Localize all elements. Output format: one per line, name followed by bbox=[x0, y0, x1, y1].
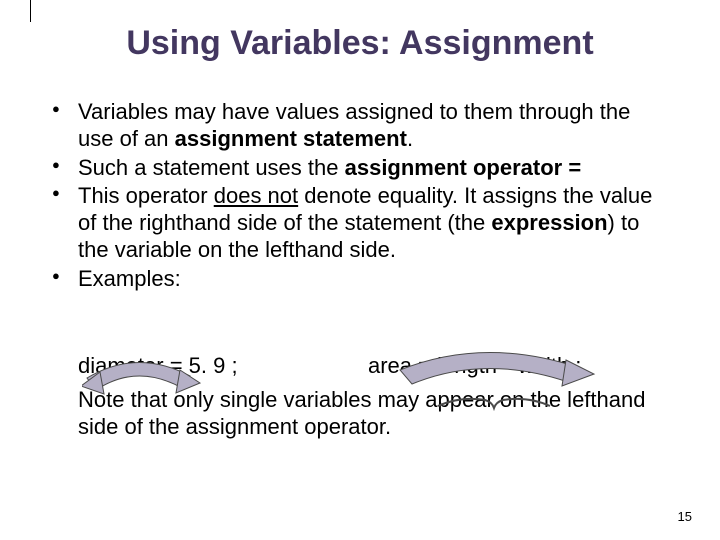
bullet-4: Examples: bbox=[50, 266, 670, 293]
bullet-3-bold: expression bbox=[491, 210, 607, 235]
bullet-3-underline: does not bbox=[214, 183, 298, 208]
bullet-3: This operator does not denote equality. … bbox=[50, 183, 670, 263]
example-right: area = length * width ; bbox=[368, 353, 670, 379]
bullet-1-text-c: . bbox=[407, 126, 413, 151]
bullet-1: Variables may have values assigned to th… bbox=[50, 99, 670, 153]
bullet-list: Variables may have values assigned to th… bbox=[50, 99, 670, 293]
page-number: 15 bbox=[678, 509, 692, 524]
slide-title: Using Variables: Assignment bbox=[50, 24, 670, 63]
slide: Using Variables: Assignment Variables ma… bbox=[0, 0, 720, 540]
examples-row: diameter = 5. 9 ; area = length * width … bbox=[50, 353, 670, 379]
example-left: diameter = 5. 9 ; bbox=[78, 353, 368, 379]
bullet-2-text-a: Such a statement uses the bbox=[78, 155, 345, 180]
bullet-2-bold: assignment operator = bbox=[345, 155, 582, 180]
note-text: Note that only single variables may appe… bbox=[50, 387, 670, 441]
decorative-line bbox=[30, 0, 31, 22]
bullet-2: Such a statement uses the assignment ope… bbox=[50, 155, 670, 182]
bullet-1-bold: assignment statement bbox=[175, 126, 407, 151]
bullet-3-text-a: This operator bbox=[78, 183, 214, 208]
bullet-4-text: Examples: bbox=[78, 266, 181, 291]
